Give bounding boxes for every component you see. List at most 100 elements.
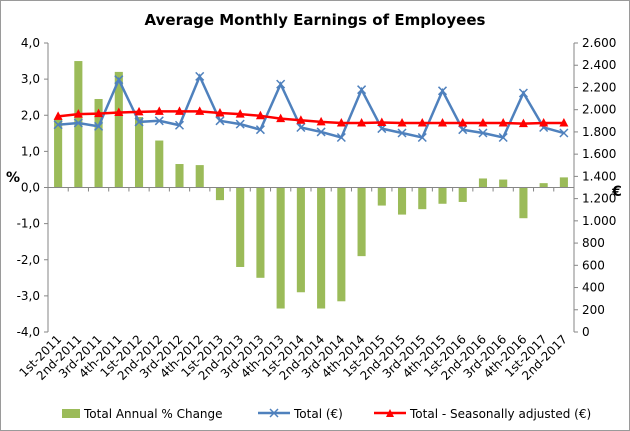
bar (155, 140, 164, 188)
bar (215, 187, 225, 201)
point-total (437, 86, 448, 96)
left-tick-label: 1,0 (21, 144, 40, 158)
bar (499, 179, 508, 188)
left-tick-label: -2,0 (17, 253, 40, 267)
point-total (94, 121, 104, 131)
legend-marker-seasonally-adjusted (386, 409, 394, 417)
point-total-stroke (154, 116, 164, 126)
point-seasonally-adjusted (377, 117, 387, 126)
point-total-stroke (296, 122, 306, 133)
bar-series-annual-change (54, 61, 568, 309)
point-total-stroke (276, 79, 286, 89)
right-tick-label: 400 (582, 281, 605, 295)
point-seasonally-adjusted (134, 106, 144, 116)
bar (357, 187, 366, 257)
point-seasonally-adjusted (438, 118, 447, 127)
legend-swatch-annual-change (62, 409, 80, 418)
right-tick-label: 1.600 (582, 147, 616, 161)
point-total (478, 128, 488, 138)
point-seasonally-adjusted (114, 107, 124, 116)
point-total-stroke (195, 71, 205, 81)
point-total-stroke (357, 85, 367, 95)
point-total (276, 79, 286, 89)
point-total-stroke (134, 117, 144, 127)
left-tick-label: -3,0 (17, 289, 40, 303)
point-seasonally-adjusted (296, 115, 306, 124)
line-series-total (53, 71, 569, 143)
point-total (296, 122, 306, 133)
point-total (134, 117, 144, 127)
bar (458, 187, 467, 202)
right-tick-label: 2.000 (582, 103, 616, 117)
bar (256, 187, 265, 278)
right-tick-label: 1.400 (582, 169, 616, 183)
point-total (174, 120, 185, 130)
line-total-path (58, 73, 565, 139)
point-total-stroke (397, 128, 407, 138)
bar (114, 71, 123, 188)
left-tick-label: -4,0 (17, 325, 40, 339)
bar (438, 187, 447, 204)
point-total-stroke (336, 132, 346, 143)
point-seasonally-adjusted (175, 106, 184, 115)
point-total (397, 128, 407, 138)
right-tick-label: 800 (582, 236, 605, 250)
point-seasonally-adjusted (518, 118, 528, 128)
left-tick-label: 4,0 (21, 36, 40, 50)
legend-marker-total (269, 408, 279, 418)
point-total (195, 71, 205, 81)
point-total (458, 125, 468, 135)
point-total-stroke (215, 116, 225, 126)
point-seasonally-adjusted (94, 108, 104, 118)
bar (276, 187, 285, 309)
point-seasonally-adjusted (498, 118, 508, 127)
bar (175, 164, 184, 188)
point-total (518, 88, 528, 98)
bar (559, 177, 568, 188)
point-total (235, 119, 245, 129)
point-total (417, 132, 427, 143)
point-total-stroke (518, 88, 528, 98)
point-total (498, 132, 508, 143)
point-seasonally-adjusted (53, 111, 63, 120)
chart-legend: Total Annual % Change Total (€) Total - … (62, 407, 591, 421)
left-tick-label: 3,0 (21, 72, 40, 86)
bar (134, 117, 144, 188)
right-tick-label: 200 (582, 303, 605, 317)
bar (397, 187, 407, 215)
point-total (114, 75, 124, 85)
point-total (53, 120, 63, 130)
point-total-stroke (498, 132, 508, 143)
point-seasonally-adjusted (478, 118, 488, 127)
left-axis-ticks: 4,0 3,0 2,0 1,0 0,0 -1,0 -2,0 -3,0 -4,0 (17, 36, 48, 339)
bar (418, 187, 427, 210)
point-total-stroke (94, 121, 104, 131)
point-total-stroke (437, 86, 448, 96)
right-tick-label: 0 (582, 325, 590, 339)
point-seasonally-adjusted (397, 118, 407, 127)
legend-label-seasonally-adjusted: Total - Seasonally adjusted (€) (409, 407, 591, 421)
right-tick-label: 1.000 (582, 214, 616, 228)
point-total-stroke (478, 128, 488, 138)
left-axis-unit: % (6, 170, 20, 186)
left-tick-label: 0,0 (21, 181, 40, 195)
bar (478, 178, 488, 188)
legend-label-total: Total (€) (293, 407, 343, 421)
point-total-stroke (235, 119, 245, 129)
bar (236, 187, 245, 267)
point-total-stroke (417, 132, 427, 143)
point-total (357, 85, 367, 95)
point-seasonally-adjusted (73, 109, 83, 118)
point-total (316, 127, 326, 137)
point-seasonally-adjusted (417, 118, 427, 127)
point-seasonally-adjusted (276, 113, 286, 123)
right-axis-ticks: 2.600 2.400 2.200 2.000 1.800 1.600 1.400 1.200… (574, 36, 616, 339)
point-total-stroke (53, 120, 63, 130)
point-total (559, 128, 569, 138)
point-seasonally-adjusted (195, 106, 205, 115)
legend-label-annual-change: Total Annual % Change (83, 407, 223, 421)
point-total-stroke (73, 118, 83, 128)
bar (519, 187, 528, 219)
right-tick-label: 1.200 (582, 192, 616, 206)
